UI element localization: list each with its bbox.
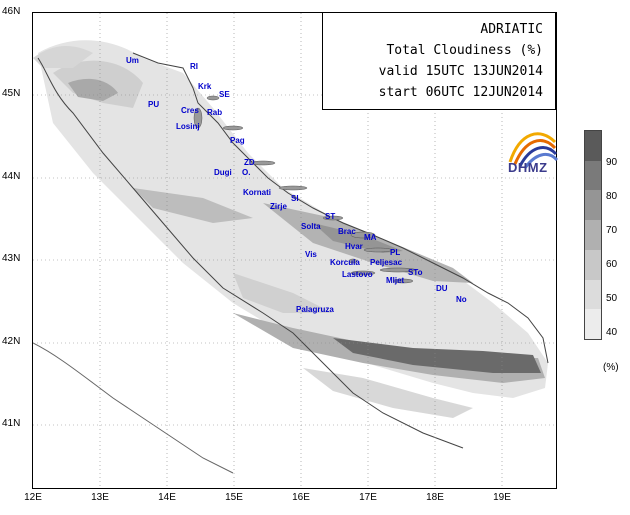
place-label: SE bbox=[219, 90, 230, 99]
dhmz-logo-text: DHMZ bbox=[508, 160, 548, 175]
cloud-band-istria bbox=[33, 46, 93, 68]
legend-tick: 40 bbox=[606, 327, 618, 338]
legend-swatch bbox=[585, 279, 601, 310]
title-box: ADRIATIC Total Cloudiness (%) valid 15UT… bbox=[322, 12, 556, 110]
place-label: Um bbox=[126, 56, 139, 65]
cloud-band-north-dark bbox=[68, 78, 118, 101]
start-time: start 06UTC 12JUN2014 bbox=[378, 85, 543, 100]
place-label: Dugi bbox=[214, 168, 232, 177]
place-label: Cres bbox=[181, 106, 199, 115]
lon-label-17e: 17E bbox=[359, 492, 377, 503]
place-label: O. bbox=[242, 168, 251, 177]
legend-tick: 80 bbox=[606, 191, 618, 202]
lon-label-13e: 13E bbox=[91, 492, 109, 503]
place-label: Kornati bbox=[243, 188, 271, 197]
gargano-coast bbox=[33, 342, 234, 474]
lon-label-19e: 19E bbox=[493, 492, 511, 503]
map-variable: Total Cloudiness (%) bbox=[386, 43, 543, 58]
color-legend bbox=[584, 130, 602, 340]
place-label: STo bbox=[408, 268, 423, 277]
lon-label-12e: 12E bbox=[24, 492, 42, 503]
lon-label-15e: 15E bbox=[225, 492, 243, 503]
place-label: PL bbox=[390, 248, 401, 257]
place-label: Peljesac bbox=[370, 258, 403, 267]
place-label: Brac bbox=[338, 227, 356, 236]
cloud-band-south-light bbox=[303, 368, 473, 418]
cloud-band-light-sw bbox=[233, 273, 333, 313]
place-label: MA bbox=[364, 233, 377, 242]
place-label: Rab bbox=[207, 108, 223, 117]
legend-unit: (%) bbox=[603, 362, 619, 373]
dalmatian-islands bbox=[193, 95, 417, 284]
lat-label-45n: 45N bbox=[2, 88, 21, 99]
lon-label-18e: 18E bbox=[426, 492, 444, 503]
place-label: DU bbox=[436, 284, 448, 293]
place-label: Hvar bbox=[345, 242, 363, 251]
dhmz-logo-icon bbox=[508, 132, 559, 169]
legend-swatch bbox=[585, 160, 601, 191]
place-label: Palagruza bbox=[296, 305, 334, 314]
legend-tick: 60 bbox=[606, 259, 618, 270]
legend-swatch bbox=[585, 309, 601, 339]
place-label: SI bbox=[291, 194, 299, 203]
place-label: Vis bbox=[305, 250, 317, 259]
legend-tick: 50 bbox=[606, 293, 618, 304]
place-label: Solta bbox=[301, 222, 321, 231]
lat-label-42n: 42N bbox=[2, 336, 21, 347]
place-label: Mljet bbox=[386, 276, 405, 285]
place-label: Lastovo bbox=[342, 270, 373, 279]
legend-tick: 90 bbox=[606, 157, 618, 168]
place-label: Losinj bbox=[176, 122, 200, 131]
place-label: RI bbox=[190, 62, 198, 71]
italian-coastline bbox=[37, 57, 464, 449]
legend-swatch bbox=[585, 249, 601, 280]
legend-swatch bbox=[585, 220, 601, 250]
place-label: ST bbox=[325, 212, 336, 221]
lon-label-14e: 14E bbox=[158, 492, 176, 503]
place-label: Pag bbox=[230, 136, 245, 145]
map-title: ADRIATIC bbox=[480, 22, 543, 37]
lat-label-46n: 46N bbox=[2, 6, 21, 17]
legend-tick: 70 bbox=[606, 225, 618, 236]
place-label: Korcula bbox=[330, 258, 360, 267]
lat-label-44n: 44N bbox=[2, 171, 21, 182]
cloud-band-central bbox=[133, 188, 253, 223]
place-label: No bbox=[456, 295, 467, 304]
place-label: PU bbox=[148, 100, 160, 109]
cloudiness-map bbox=[33, 13, 556, 488]
croatian-coastline bbox=[132, 52, 549, 364]
cloud-band-south-dark bbox=[333, 338, 541, 373]
lat-label-41n: 41N bbox=[2, 418, 21, 429]
place-label: Zirje bbox=[270, 202, 287, 211]
place-label: ZD bbox=[244, 158, 255, 167]
valid-time: valid 15UTC 13JUN2014 bbox=[378, 64, 543, 79]
lon-label-16e: 16E bbox=[292, 492, 310, 503]
legend-swatch bbox=[585, 190, 601, 221]
place-label: Krk bbox=[198, 82, 212, 91]
lat-label-43n: 43N bbox=[2, 253, 21, 264]
legend-swatch bbox=[585, 131, 601, 161]
